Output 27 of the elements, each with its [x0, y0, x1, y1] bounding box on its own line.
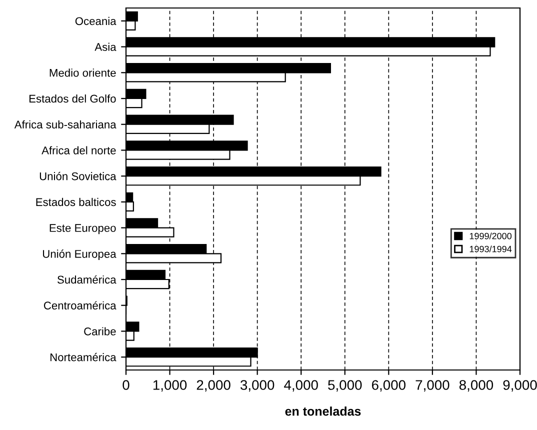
legend-label: 1993/1994	[470, 246, 512, 252]
y-tick-label: Sudamérica	[58, 275, 116, 284]
x-tick-label: 4,000	[284, 380, 318, 392]
y-tick-label: Estados balticos	[36, 198, 116, 206]
y-tick-label: Africa del norte	[42, 146, 116, 154]
y-tick-label: Asia	[94, 42, 116, 51]
y-tick-label: Centroamérica	[44, 301, 116, 310]
x-tick-label: 6,000	[372, 380, 406, 392]
x-tick-label: 1,000	[153, 380, 187, 392]
x-axis-title: en toneladas	[285, 406, 361, 416]
y-tick-label: Norteamérica	[50, 352, 116, 362]
x-tick-label: 9,000	[503, 380, 537, 392]
y-tick-label: Oceania	[75, 16, 116, 26]
x-tick-label: 8,000	[459, 380, 494, 392]
x-tick-label: 3,000	[240, 380, 274, 392]
x-tick-label: 7,000	[416, 380, 450, 392]
y-tick-label: Estados del Golfo	[29, 94, 116, 103]
y-tick-label: Caribe	[84, 327, 116, 336]
x-tick-label: 5,000	[328, 380, 362, 392]
y-tick-label: Unión Sovietica	[40, 172, 116, 180]
x-tick-label: 2,000	[196, 380, 230, 392]
x-tick-label: 0	[122, 380, 130, 390]
y-tick-label: Africa sub-sahariana	[14, 120, 116, 128]
y-tick-label: Medio oriente	[50, 68, 116, 77]
y-tick-label: Este Europeo	[50, 224, 116, 234]
y-tick-label: Unión Europea	[43, 250, 116, 260]
legend-label: 1999/2000	[470, 232, 512, 240]
